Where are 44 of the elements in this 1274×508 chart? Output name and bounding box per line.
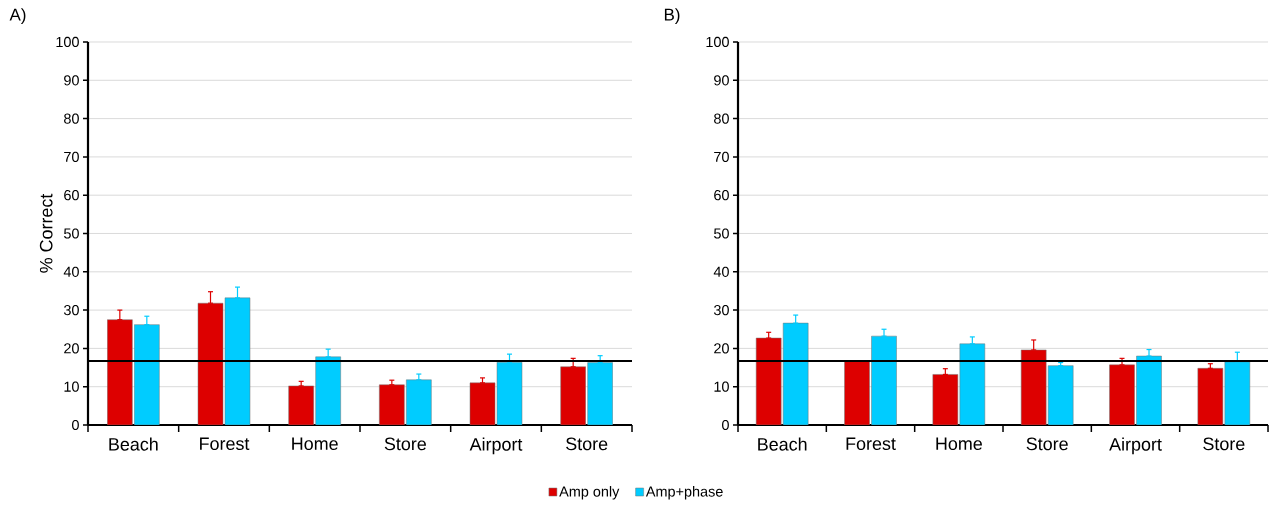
y-tick-label: 30 bbox=[63, 304, 79, 316]
x-tick-label: Store bbox=[566, 437, 608, 451]
y-tick-label: 60 bbox=[714, 190, 729, 201]
y-tick-label: 60 bbox=[64, 190, 79, 201]
x-tick-label: Airport bbox=[1109, 437, 1162, 455]
y-tick-label: 0 bbox=[72, 419, 79, 431]
x-tick-label: Beach bbox=[758, 437, 807, 451]
bar bbox=[379, 384, 405, 425]
x-tick-label: Store bbox=[1026, 437, 1068, 451]
x-tick-label: Store bbox=[1203, 437, 1245, 451]
bar bbox=[288, 385, 314, 425]
y-tick-label: 50 bbox=[714, 228, 729, 239]
y-tick-label: 40 bbox=[63, 266, 79, 277]
bar bbox=[587, 362, 613, 425]
x-tick-label: Home bbox=[292, 437, 338, 451]
bar bbox=[406, 379, 432, 425]
y-tick-label: 30 bbox=[713, 304, 729, 316]
y-tick-label: 40 bbox=[713, 266, 729, 277]
x-tick-label: Store bbox=[384, 437, 426, 451]
y-tick-label: 20 bbox=[714, 343, 729, 354]
x-tick-label: Forest bbox=[846, 437, 896, 451]
y-tick-label: 50 bbox=[63, 228, 79, 239]
y-tick-label: 100 bbox=[706, 36, 729, 48]
y-tick-label: 80 bbox=[64, 113, 79, 124]
y-tick-label: 0 bbox=[722, 419, 729, 431]
x-tick-label: Forest bbox=[200, 437, 250, 451]
x-tick-label: Beach bbox=[109, 437, 158, 451]
legend-label: Amp+phase bbox=[645, 486, 723, 500]
chart-title: A) bbox=[9, 8, 26, 24]
y-tick-label: 20 bbox=[64, 343, 79, 354]
y-tick-label: 90 bbox=[64, 75, 79, 86]
y-tick-label: 70 bbox=[714, 151, 729, 163]
y-tick-label: 10 bbox=[714, 381, 729, 392]
chart-title: B) bbox=[664, 8, 680, 24]
y-axis-title: % Correct bbox=[39, 193, 53, 273]
y-tick-label: 100 bbox=[56, 36, 79, 48]
y-tick-label: 10 bbox=[64, 381, 79, 392]
x-tick-label: Home bbox=[936, 437, 982, 451]
bar bbox=[469, 382, 496, 425]
x-tick-label: Airport bbox=[469, 437, 523, 455]
y-tick-label: 90 bbox=[714, 75, 729, 86]
y-tick-label: 70 bbox=[64, 151, 79, 163]
legend-label: Amp only bbox=[559, 486, 620, 500]
y-tick-label: 80 bbox=[714, 113, 729, 124]
